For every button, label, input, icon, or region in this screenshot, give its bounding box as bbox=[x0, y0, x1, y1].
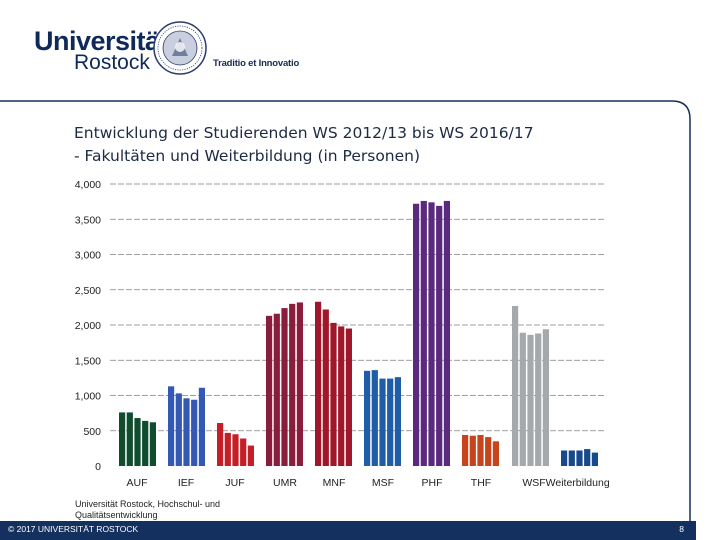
bar-wsfweiterbildung-2 bbox=[568, 450, 575, 466]
x-category-label: IEF bbox=[178, 477, 194, 489]
bar-wsfweiterbildung-2 bbox=[519, 332, 526, 466]
bar-wsfweiterbildung-3 bbox=[576, 450, 583, 466]
bar-wsfweiterbildung-5 bbox=[591, 452, 598, 466]
bar-juf-5 bbox=[247, 445, 254, 466]
bar-msf-1 bbox=[364, 370, 371, 466]
y-tick-label: 1,000 bbox=[75, 391, 101, 403]
bar-auf-5 bbox=[149, 422, 156, 466]
y-tick-label: 1,500 bbox=[75, 355, 101, 367]
bar-auf-3 bbox=[134, 418, 141, 466]
slide-title-line2: - Fakultäten und Weiterbildung (in Perso… bbox=[74, 147, 421, 165]
x-category-label: UMR bbox=[273, 477, 297, 489]
x-category-label: MSF bbox=[372, 477, 394, 489]
bar-juf-1 bbox=[217, 423, 224, 466]
bar-auf-1 bbox=[119, 412, 126, 466]
x-category-label: PHF bbox=[422, 477, 443, 489]
bar-wsfweiterbildung-1 bbox=[512, 305, 519, 466]
source-footnote: Universität Rostock, Hochschul- und Qual… bbox=[75, 499, 221, 520]
bar-phf-5 bbox=[443, 200, 450, 467]
bar-wsfweiterbildung-4 bbox=[584, 449, 591, 466]
university-slogan: Traditio et Innovatio bbox=[213, 58, 300, 69]
y-tick-label: 2,000 bbox=[75, 320, 101, 332]
bar-umr-4 bbox=[289, 303, 296, 466]
page-number: 8 bbox=[679, 524, 684, 534]
university-seal-icon bbox=[153, 21, 207, 75]
y-tick-label: 0 bbox=[95, 461, 101, 473]
bar-wsfweiterbildung-5 bbox=[542, 329, 549, 466]
bar-msf-3 bbox=[379, 378, 386, 466]
bar-thf-3 bbox=[477, 434, 484, 466]
bar-juf-4 bbox=[240, 438, 247, 466]
y-tick-label: 4,000 bbox=[75, 179, 101, 191]
bar-thf-2 bbox=[469, 435, 476, 466]
bar-mnf-1 bbox=[315, 301, 322, 466]
bar-mnf-3 bbox=[330, 322, 337, 466]
bar-wsfweiterbildung-1 bbox=[561, 450, 568, 466]
bar-msf-4 bbox=[387, 378, 394, 466]
bar-wsfweiterbildung-4 bbox=[535, 333, 542, 466]
bar-umr-2 bbox=[273, 313, 280, 466]
slide-title: Entwicklung der Studierenden WS 2012/13 … bbox=[74, 122, 534, 168]
bar-msf-2 bbox=[371, 370, 378, 466]
y-tick-label: 2,500 bbox=[75, 285, 101, 297]
x-category-label: WSFWeiterbildung bbox=[522, 477, 609, 489]
bar-phf-3 bbox=[428, 202, 435, 466]
y-tick-label: 3,500 bbox=[75, 214, 101, 226]
bar-ief-4 bbox=[191, 399, 198, 466]
bar-mnf-4 bbox=[338, 326, 345, 466]
bar-juf-3 bbox=[232, 434, 239, 466]
y-tick-label: 3,000 bbox=[75, 250, 101, 262]
bar-auf-2 bbox=[126, 412, 133, 466]
x-category-label: JUF bbox=[225, 477, 244, 489]
bar-ief-1 bbox=[168, 386, 175, 466]
bar-mnf-2 bbox=[322, 309, 329, 466]
y-axis-ticks: 0 500 1,000 1,500 2,000 2,500 3,000 3,500 4,000 bbox=[75, 179, 101, 473]
x-category-label: THF bbox=[471, 477, 491, 489]
bar-umr-3 bbox=[281, 308, 288, 466]
bar-phf-4 bbox=[436, 205, 443, 467]
bar-wsfweiterbildung-3 bbox=[527, 334, 534, 466]
bar-thf-5 bbox=[492, 441, 499, 466]
footer-bar: © 2017 UNIVERSITÄT ROSTOCK 8 bbox=[0, 521, 696, 540]
university-name: Universität bbox=[34, 26, 169, 56]
bar-umr-1 bbox=[266, 315, 273, 466]
bar-thf-4 bbox=[485, 437, 492, 466]
slide-title-line1: Entwicklung der Studierenden WS 2012/13 … bbox=[74, 124, 534, 142]
university-city: Rostock bbox=[74, 51, 150, 74]
bar-ief-5 bbox=[198, 387, 205, 466]
bar-mnf-5 bbox=[345, 328, 352, 466]
bar-ief-2 bbox=[175, 393, 182, 466]
x-category-label: MNF bbox=[323, 477, 346, 489]
bar-thf-1 bbox=[462, 434, 469, 466]
bar-phf-1 bbox=[413, 203, 420, 467]
y-tick-label: 500 bbox=[83, 426, 101, 438]
x-category-label: AUF bbox=[127, 477, 148, 489]
bar-msf-5 bbox=[394, 377, 401, 466]
bar-juf-2 bbox=[224, 432, 231, 466]
bar-phf-2 bbox=[420, 200, 427, 467]
bars bbox=[119, 200, 598, 467]
bar-umr-5 bbox=[296, 302, 303, 466]
header: Universität Rostock Traditio et Innovati… bbox=[0, 0, 720, 100]
bar-ief-3 bbox=[183, 398, 190, 466]
bar-auf-4 bbox=[142, 420, 149, 466]
copyright-text: © 2017 UNIVERSITÄT ROSTOCK bbox=[8, 524, 139, 534]
x-axis-labels: AUF IEF JUF UMR MNF MSF PHF THF WSFWeiterbildung bbox=[127, 477, 610, 489]
